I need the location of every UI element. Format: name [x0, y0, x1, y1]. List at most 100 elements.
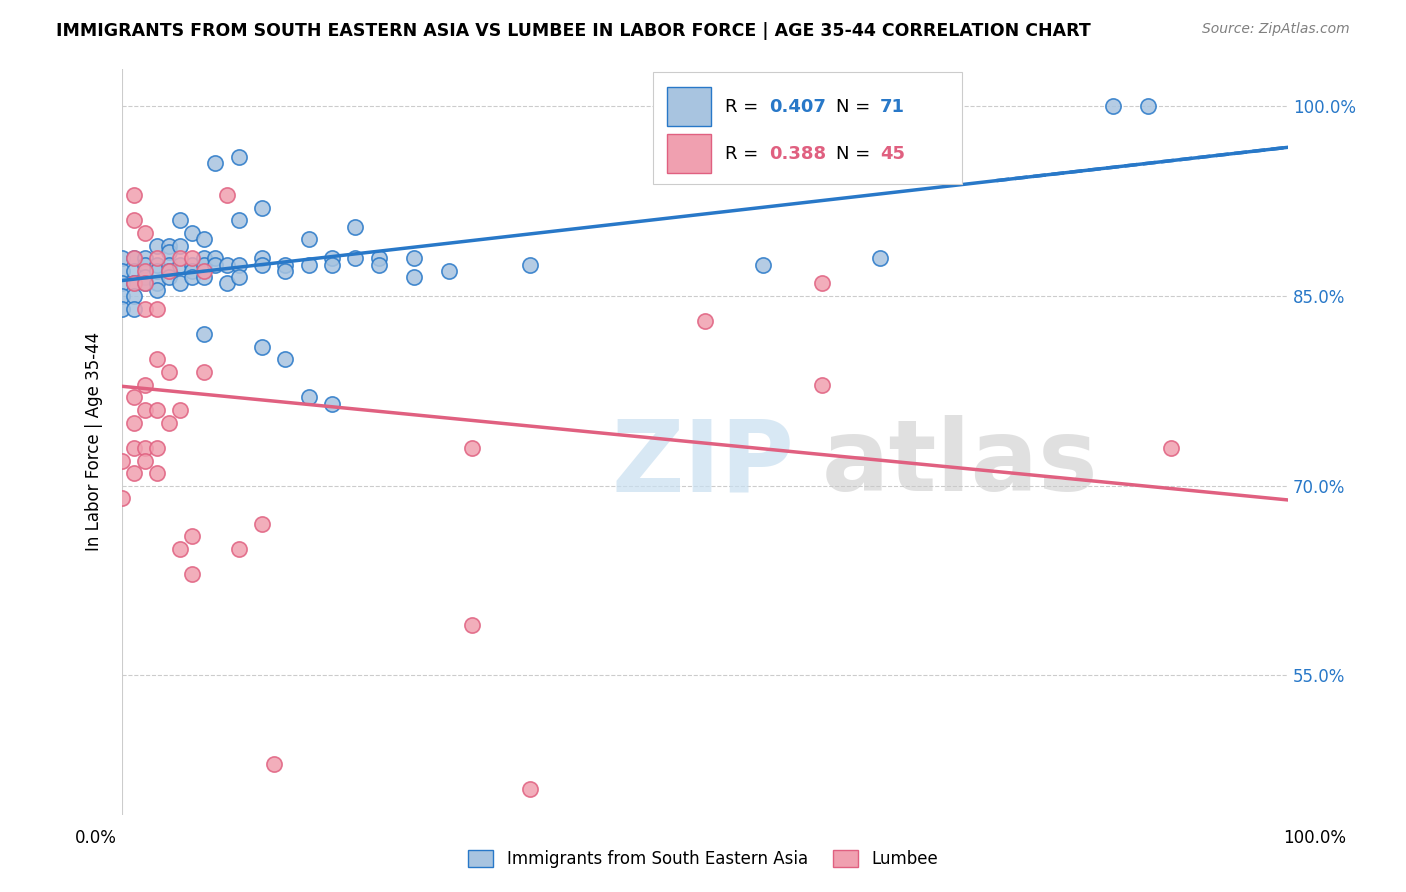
Point — [146, 277, 169, 291]
Point — [122, 301, 145, 316]
Point — [228, 150, 250, 164]
Point — [215, 188, 238, 202]
Point — [146, 251, 169, 265]
Point — [193, 270, 215, 285]
Point — [111, 491, 134, 506]
Text: IMMIGRANTS FROM SOUTH EASTERN ASIA VS LUMBEE IN LABOR FORCE | AGE 35-44 CORRELAT: IMMIGRANTS FROM SOUTH EASTERN ASIA VS LU… — [56, 22, 1091, 40]
Text: 0.407: 0.407 — [769, 97, 825, 116]
Point — [146, 466, 169, 480]
Point — [519, 258, 541, 272]
Point — [321, 251, 343, 265]
Point — [297, 390, 319, 404]
Point — [111, 251, 134, 265]
Point — [228, 213, 250, 227]
Point — [169, 277, 191, 291]
Text: R =: R = — [725, 145, 763, 162]
Point — [810, 277, 832, 291]
Point — [122, 213, 145, 227]
Text: 0.388: 0.388 — [769, 145, 827, 162]
Point — [111, 301, 134, 316]
Point — [122, 277, 145, 291]
Point — [157, 244, 180, 259]
Point — [752, 258, 775, 272]
Point — [134, 441, 156, 455]
Point — [344, 219, 367, 234]
Point — [297, 232, 319, 246]
Point — [169, 238, 191, 252]
Point — [122, 264, 145, 278]
Point — [122, 277, 145, 291]
Point — [250, 201, 273, 215]
Point — [181, 258, 204, 272]
Point — [250, 258, 273, 272]
Point — [181, 264, 204, 278]
Point — [263, 756, 285, 771]
Point — [274, 264, 297, 278]
Point — [134, 270, 156, 285]
Point — [181, 529, 204, 543]
Point — [169, 251, 191, 265]
Point — [134, 301, 156, 316]
Point — [157, 258, 180, 272]
Point — [810, 377, 832, 392]
Text: atlas: atlas — [821, 416, 1098, 512]
Point — [193, 251, 215, 265]
Point — [1160, 441, 1182, 455]
Point — [204, 258, 226, 272]
Point — [250, 340, 273, 354]
FancyBboxPatch shape — [666, 134, 711, 173]
Point — [134, 277, 156, 291]
Text: R =: R = — [725, 97, 763, 116]
Point — [146, 238, 169, 252]
Point — [111, 453, 134, 467]
Point — [157, 365, 180, 379]
Point — [367, 251, 389, 265]
Point — [146, 301, 169, 316]
Point — [402, 251, 425, 265]
Point — [169, 403, 191, 417]
Point — [181, 251, 204, 265]
Point — [297, 258, 319, 272]
Point — [228, 541, 250, 556]
Text: N =: N = — [835, 97, 876, 116]
Point — [134, 453, 156, 467]
Point — [321, 396, 343, 410]
Point — [146, 258, 169, 272]
Text: ZIP: ZIP — [612, 416, 794, 512]
Point — [134, 277, 156, 291]
Point — [228, 258, 250, 272]
Point — [193, 365, 215, 379]
Point — [146, 283, 169, 297]
Point — [274, 352, 297, 367]
Point — [181, 567, 204, 582]
Point — [193, 264, 215, 278]
Point — [693, 314, 716, 328]
Point — [134, 251, 156, 265]
Point — [869, 137, 891, 152]
Point — [111, 277, 134, 291]
Point — [122, 251, 145, 265]
Point — [519, 782, 541, 797]
Point — [122, 441, 145, 455]
Point — [367, 258, 389, 272]
Point — [1102, 99, 1125, 113]
Text: 71: 71 — [880, 97, 905, 116]
Point — [437, 264, 460, 278]
Point — [204, 251, 226, 265]
Point — [869, 251, 891, 265]
Point — [274, 258, 297, 272]
Point — [111, 264, 134, 278]
Point — [215, 277, 238, 291]
Point — [344, 251, 367, 265]
Point — [193, 232, 215, 246]
Point — [134, 377, 156, 392]
Point — [1137, 99, 1160, 113]
Point — [122, 390, 145, 404]
Point — [250, 251, 273, 265]
Point — [122, 289, 145, 303]
FancyBboxPatch shape — [666, 87, 711, 126]
Point — [204, 156, 226, 170]
Point — [146, 403, 169, 417]
Text: 0.0%: 0.0% — [75, 829, 117, 847]
Text: Source: ZipAtlas.com: Source: ZipAtlas.com — [1202, 22, 1350, 37]
